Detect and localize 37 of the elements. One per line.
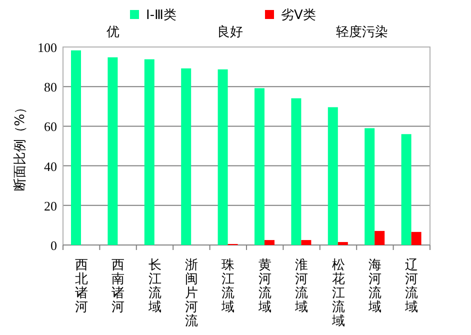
x-tick-label: 松花江流域 [330,258,345,329]
bar [401,134,412,245]
bar [328,107,338,245]
y-tick-label: 20 [44,198,57,214]
x-tick-label: 海河流域 [367,258,382,315]
legend-label: Ⅰ-Ⅲ类 [146,8,176,23]
y-axis-title: 断面比例（%） [13,100,28,192]
y-tick-label: 100 [38,40,57,55]
bar [218,69,228,245]
x-tick-label: 西南诸河 [112,258,125,315]
bar [108,57,118,245]
bar [301,240,312,245]
bar [264,240,274,245]
y-tick-label: 60 [44,119,57,134]
bar [254,88,264,245]
x-tick-label: 西北诸河 [74,258,88,315]
x-tick-label: 长江流域 [147,258,162,315]
x-tick-label: 黄河流域 [257,258,272,315]
bar [71,50,81,245]
x-tick-label: 辽河流域 [404,258,418,315]
text: 优 [106,25,120,40]
x-tick-label: 淮河流域 [294,258,308,315]
legend-label: 劣Ⅴ类 [281,8,316,23]
bar [364,128,375,245]
x-tick-label: 浙闽片河流 [184,258,198,329]
bar [338,242,348,245]
y-tick-label: 0 [50,238,57,253]
text: 良好 [217,25,243,40]
bar [144,59,154,245]
x-tick-label: 珠江流域 [220,258,235,315]
bar [374,230,385,245]
bar [291,98,302,245]
bar [181,68,192,245]
y-tick-label: 40 [44,158,57,174]
text: 轻度污染 [336,24,388,40]
y-tick-label: 80 [44,80,57,95]
bar [411,232,422,245]
